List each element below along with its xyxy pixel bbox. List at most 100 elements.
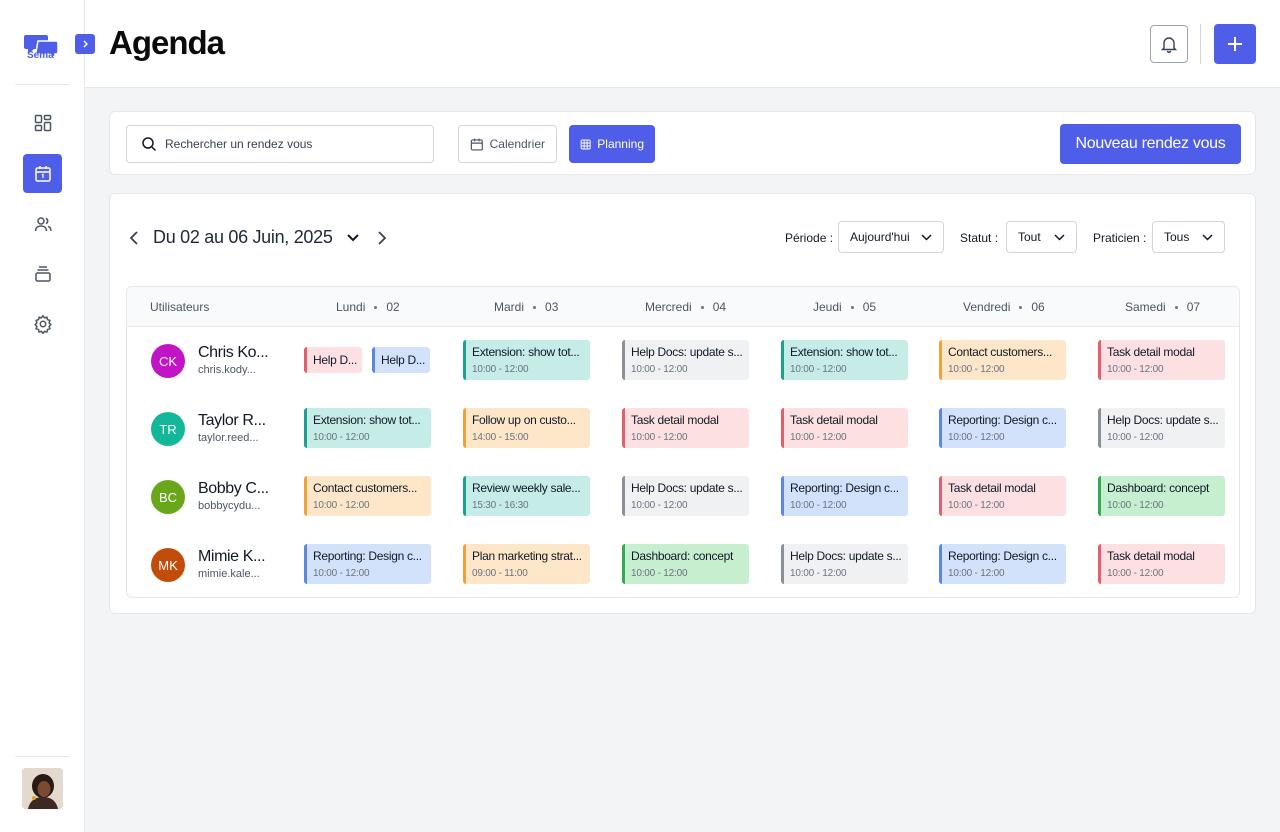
day-number: 05 — [862, 300, 877, 314]
appointment-title: Review weekly sale... — [472, 481, 581, 495]
dot-separator — [700, 305, 704, 309]
view-planning-button[interactable]: Planning — [569, 125, 655, 163]
appointment-time: 10:00 - 12:00 — [313, 500, 370, 511]
sidebar-item-users[interactable] — [23, 204, 62, 243]
appointment-time: 10:00 - 12:00 — [948, 364, 1005, 375]
sidebar-item-dashboard[interactable] — [23, 103, 62, 142]
appointment-card[interactable]: Reporting: Design c... 10:00 - 12:00 — [939, 544, 1066, 584]
day-number: 02 — [386, 300, 400, 314]
notifications-button[interactable] — [1150, 25, 1188, 63]
view-calendar-button[interactable]: Calendrier — [458, 125, 557, 163]
practitioner-select-value: Tous — [1164, 230, 1190, 244]
appointment-card[interactable]: Review weekly sale... 15:30 - 16:30 — [463, 476, 590, 516]
appointment-card[interactable]: Plan marketing strat... 09:00 - 11:00 — [463, 544, 590, 584]
search-box[interactable] — [126, 125, 434, 163]
appointment-title: Reporting: Design c... — [948, 413, 1057, 427]
appointment-card[interactable]: Reporting: Design c... 10:00 - 12:00 — [939, 408, 1066, 448]
new-appointment-button[interactable]: Nouveau rendez vous — [1060, 124, 1241, 164]
prev-week-button[interactable] — [125, 228, 145, 248]
day-number: 04 — [712, 300, 727, 314]
table-grid-icon — [580, 138, 591, 150]
appointment-card[interactable]: Contact customers... 10:00 - 12:00 — [304, 476, 431, 516]
add-button[interactable] — [1214, 24, 1256, 64]
sidebar-item-layers[interactable] — [23, 254, 62, 293]
practitioner-select[interactable]: Tous — [1152, 221, 1225, 253]
appointment-card[interactable]: Contact customers... 10:00 - 12:00 — [939, 340, 1066, 380]
sidebar: Sema — [0, 0, 95, 832]
appointment-card[interactable]: Help Docs: update s... 10:00 - 12:00 — [622, 340, 749, 380]
user-name[interactable]: Chris Ko... — [198, 344, 269, 361]
user-email: taylor.reed... — [198, 432, 259, 444]
sidebar-item-settings[interactable] — [23, 304, 62, 343]
appointment-title: Plan marketing strat... — [472, 549, 582, 563]
user-email: chris.kody... — [198, 364, 256, 376]
dot-separator — [850, 305, 854, 309]
table-row: BC Bobby C... bobbycydu... Contact custo… — [127, 473, 1239, 541]
appointment-title: Reporting: Design c... — [790, 481, 899, 495]
appointment-card[interactable]: Extension: show tot... 10:00 - 12:00 — [781, 340, 908, 380]
period-filter-label: Période : — [785, 231, 834, 245]
appointment-card[interactable]: Dashboard: concept 10:00 - 12:00 — [1098, 476, 1225, 516]
next-week-button[interactable] — [371, 228, 391, 248]
appointment-title: Task detail modal — [1107, 549, 1195, 563]
appointment-time: 09:00 - 11:00 — [472, 568, 528, 579]
day-number: 06 — [1031, 300, 1045, 314]
user-avatar[interactable] — [22, 768, 63, 809]
day-name: Samedi — [1125, 300, 1166, 314]
appointment-title: Extension: show tot... — [790, 345, 898, 359]
appointment-title: Dashboard: concept — [1107, 481, 1210, 495]
chevron-down-icon — [921, 233, 932, 241]
date-range-dropdown[interactable] — [343, 228, 363, 248]
header-separator — [1200, 24, 1201, 64]
user-name[interactable]: Mimie K... — [198, 548, 266, 565]
appointment-time: 10:00 - 12:00 — [790, 500, 847, 511]
expand-sidebar-button[interactable] — [75, 34, 95, 54]
date-range-label: Du 02 au 06 Juin, 2025 — [153, 227, 333, 247]
appointment-card[interactable]: Extension: show tot... 10:00 - 12:00 — [463, 340, 590, 380]
chevron-right-icon — [378, 231, 387, 245]
appointment-card[interactable]: Follow up on custo... 14:00 - 15:00 — [463, 408, 590, 448]
chevron-down-icon — [1202, 233, 1213, 241]
user-name[interactable]: Bobby C... — [198, 480, 269, 497]
status-select[interactable]: Tout — [1006, 221, 1077, 253]
appointment-title: Follow up on custo... — [472, 413, 576, 427]
appointment-time: 10:00 - 12:00 — [948, 500, 1005, 511]
appointment-time: 10:00 - 12:00 — [313, 432, 370, 443]
column-header-day: Samedi 07 — [1125, 300, 1200, 314]
sidebar-item-agenda[interactable] — [23, 154, 62, 193]
day-name: Mardi — [494, 300, 525, 314]
appointment-card[interactable]: Reporting: Design c... 10:00 - 12:00 — [304, 544, 431, 584]
column-header-day: Lundi 02 — [336, 300, 400, 314]
chevron-right-icon — [83, 40, 88, 48]
appointment-card[interactable]: Task detail modal 10:00 - 12:00 — [1098, 340, 1225, 380]
appointment-card[interactable]: Task detail modal 10:00 - 12:00 — [622, 408, 749, 448]
appointment-card[interactable]: Task detail modal 10:00 - 12:00 — [939, 476, 1066, 516]
appointment-title: Help D... — [381, 353, 425, 367]
dot-separator — [1019, 305, 1023, 309]
column-header-day: Mercredi 04 — [645, 300, 726, 314]
chevron-left-icon — [129, 231, 138, 245]
appointment-card[interactable]: Dashboard: concept 10:00 - 12:00 — [622, 544, 749, 584]
user-name[interactable]: Taylor R... — [198, 412, 266, 429]
period-select[interactable]: Aujourd'hui — [838, 221, 944, 253]
appointment-card[interactable]: Help D... — [304, 347, 362, 373]
appointment-time: 10:00 - 12:00 — [948, 568, 1005, 579]
appointment-card[interactable]: Help Docs: update s... 10:00 - 12:00 — [1098, 408, 1225, 448]
dot-separator — [533, 305, 537, 309]
appointment-card[interactable]: Help Docs: update s... 10:00 - 12:00 — [781, 544, 908, 584]
appointment-card[interactable]: Reporting: Design c... 10:00 - 12:00 — [781, 476, 908, 516]
appointment-title: Help Docs: update s... — [631, 345, 743, 359]
appointment-card[interactable]: Task detail modal 10:00 - 12:00 — [1098, 544, 1225, 584]
gear-icon — [33, 314, 52, 334]
day-name: Lundi — [336, 300, 366, 314]
search-input[interactable] — [165, 137, 425, 151]
appointment-title: Extension: show tot... — [313, 413, 421, 427]
appointment-card[interactable]: Help Docs: update s... 10:00 - 12:00 — [622, 476, 749, 516]
appointment-title: Help Docs: update s... — [790, 549, 902, 563]
appointment-card[interactable]: Extension: show tot... 10:00 - 12:00 — [304, 408, 431, 448]
user-email: bobbycydu... — [198, 500, 261, 512]
appointment-card[interactable]: Task detail modal 10:00 - 12:00 — [781, 408, 908, 448]
appointment-time: 14:00 - 15:00 — [472, 432, 529, 443]
appointment-title: Task detail modal — [948, 481, 1036, 495]
appointment-card[interactable]: Help D... — [372, 347, 430, 373]
